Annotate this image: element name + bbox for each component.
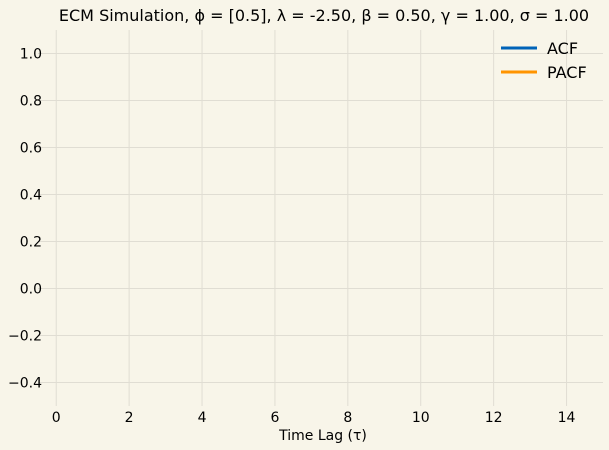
x-tick-label: 4 xyxy=(198,410,207,426)
x-axis-ticks: 0 2 4 6 8 10 12 14 xyxy=(52,410,576,426)
y-axis-ticks: −0.4 −0.2 0.0 0.2 0.4 0.6 0.8 1.0 xyxy=(8,47,42,392)
x-tick-label: 8 xyxy=(343,410,352,426)
legend: ACF PACF xyxy=(501,39,587,82)
x-tick-label: 2 xyxy=(125,410,134,426)
y-tick-label: 0.8 xyxy=(20,94,42,110)
y-tick-label: −0.4 xyxy=(8,376,42,392)
y-tick-label: 0.4 xyxy=(20,188,42,204)
x-axis-label: Time Lag (τ) xyxy=(278,428,367,444)
legend-label-acf: ACF xyxy=(547,39,578,58)
chart-title: ECM Simulation, ϕ = [0.5], λ = -2.50, β … xyxy=(59,6,589,25)
x-tick-label: 10 xyxy=(412,410,430,426)
y-tick-label: 0.0 xyxy=(20,282,42,298)
x-tick-label: 14 xyxy=(558,410,576,426)
x-tick-label: 12 xyxy=(485,410,503,426)
legend-label-pacf: PACF xyxy=(547,63,587,82)
grid xyxy=(38,30,603,406)
y-tick-label: 1.0 xyxy=(20,47,42,63)
x-tick-label: 6 xyxy=(270,410,279,426)
y-tick-label: −0.2 xyxy=(8,329,42,345)
y-tick-label: 0.2 xyxy=(20,235,42,251)
y-tick-label: 0.6 xyxy=(20,141,42,157)
x-tick-label: 0 xyxy=(52,410,61,426)
